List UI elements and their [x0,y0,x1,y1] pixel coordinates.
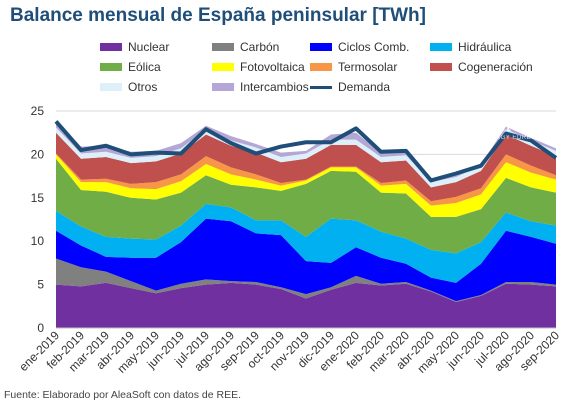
legend-item-intercambios: Intercambios [212,80,309,94]
legend-item-carb-n: Carbón [212,40,279,54]
watermark-tagline: ENERGY FORECASTING [482,135,561,141]
legend-label: Intercambios [240,80,309,94]
legend-swatch [430,63,452,71]
legend-label: Hidráulica [458,40,512,54]
legend-item-nuclear: Nuclear [100,40,169,54]
legend-item-fotovoltaica: Fotovoltaica [212,60,305,74]
y-tick-label: 0 [37,321,44,335]
legend-swatch [212,83,234,91]
legend-label: Ciclos Comb. [338,40,410,54]
legend-item-demanda: Demanda [310,80,390,94]
y-tick-label: 5 [37,278,44,292]
legend-label: Eólica [128,60,161,74]
y-tick-label: 25 [31,104,45,118]
legend-item-otros: Otros [100,80,157,94]
area-otros [56,127,556,188]
legend-label: Carbón [240,40,280,54]
demand-line-group [54,120,558,183]
area-ciclos-comb- [56,218,556,302]
legend-swatch [310,85,332,89]
area-e-lica [56,158,556,254]
legend-swatch [310,43,332,51]
legend-swatch [212,63,234,71]
legend-swatch [100,43,122,51]
y-tick-label: 15 [31,191,45,205]
legend-item-ciclos-comb-: Ciclos Comb. [310,40,409,54]
area-cogeneraci-n [56,132,556,202]
y-tick-label: 10 [31,234,45,248]
legend-label: Otros [128,80,158,94]
area-carb-n [56,258,556,302]
legend-swatch [100,83,122,91]
legend-label: Fotovoltaica [240,60,305,74]
legend-item-e-lica: Eólica [100,60,161,74]
legend-swatch [310,63,332,71]
legend-swatch [430,43,452,51]
legend-label: Demanda [338,80,391,94]
aleasoft-watermark: AleaSoft ENERGY FORECASTING [450,118,561,141]
legend-item-termosolar: Termosolar [310,60,397,74]
chart-title: Balance mensual de España peninsular [TW… [10,5,426,26]
legend-swatch [212,43,234,51]
watermark-brand: AleaSoft [450,118,511,135]
legend-label: Termosolar [338,60,398,74]
legend-item-cogeneraci-n: Cogeneración [430,60,533,74]
legend-label: Cogeneración [458,60,533,74]
area-hidr-ulica [56,203,556,283]
legend-swatch [100,63,122,71]
y-tick-label: 20 [31,147,45,161]
line-demanda [54,120,558,183]
area-nuclear [56,282,556,328]
area-series-group [56,120,556,328]
legend-label: Nuclear [128,40,170,54]
legend-item-hidr-ulica: Hidráulica [430,40,511,54]
source-note: Fuente: Elaborado por AleaSoft con datos… [4,389,241,401]
area-intercambios [56,120,556,183]
